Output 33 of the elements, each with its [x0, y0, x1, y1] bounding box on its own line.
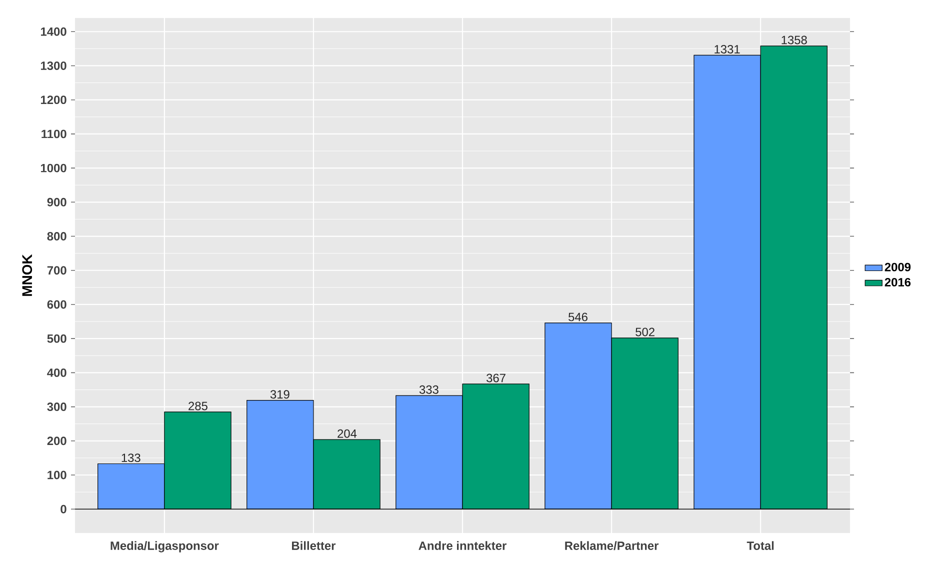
- x-tick-label: Andre inntekter: [418, 541, 506, 550]
- x-tick-label: Total: [746, 541, 774, 550]
- x-tick-label: Media/Ligasponsor: [110, 541, 219, 552]
- data-label: 502: [636, 328, 654, 336]
- y-tick-label: 1000: [40, 164, 66, 172]
- x-tick-label: Billetter: [292, 541, 336, 550]
- y-tick-label: 700: [47, 266, 66, 275]
- y-tick-label: 600: [47, 300, 66, 309]
- legend-label: 2016: [884, 278, 911, 286]
- y-tick-label: 1400: [40, 27, 66, 36]
- data-label: 333: [419, 385, 438, 394]
- y-tick-label: 1300: [40, 61, 66, 70]
- y-tick-label: 500: [47, 334, 66, 343]
- y-tick-label: 800: [47, 232, 66, 240]
- data-label: 546: [568, 312, 588, 322]
- y-tick-label: 900: [47, 198, 66, 206]
- legend-label: 2009: [884, 262, 911, 272]
- data-label: 1331: [714, 45, 740, 54]
- data-label: 319: [270, 390, 290, 399]
- data-label: 285: [188, 402, 208, 410]
- data-label: 204: [338, 429, 357, 438]
- y-axis-title: MNOK: [22, 254, 32, 296]
- y-tick-label: 100: [48, 470, 66, 480]
- y-tick-label: 400: [47, 368, 66, 377]
- y-tick-label: 200: [47, 436, 66, 446]
- y-tick-label: 300: [47, 402, 66, 412]
- y-tick-label: 0: [60, 504, 66, 514]
- y-tick-label: 1200: [40, 96, 66, 104]
- y-tick-label: 1100: [42, 130, 66, 138]
- data-label: 133: [122, 454, 140, 462]
- x-tick-label: Reklame/Partner: [565, 541, 659, 550]
- data-label: 1358: [782, 36, 807, 44]
- data-label: 367: [486, 374, 506, 382]
